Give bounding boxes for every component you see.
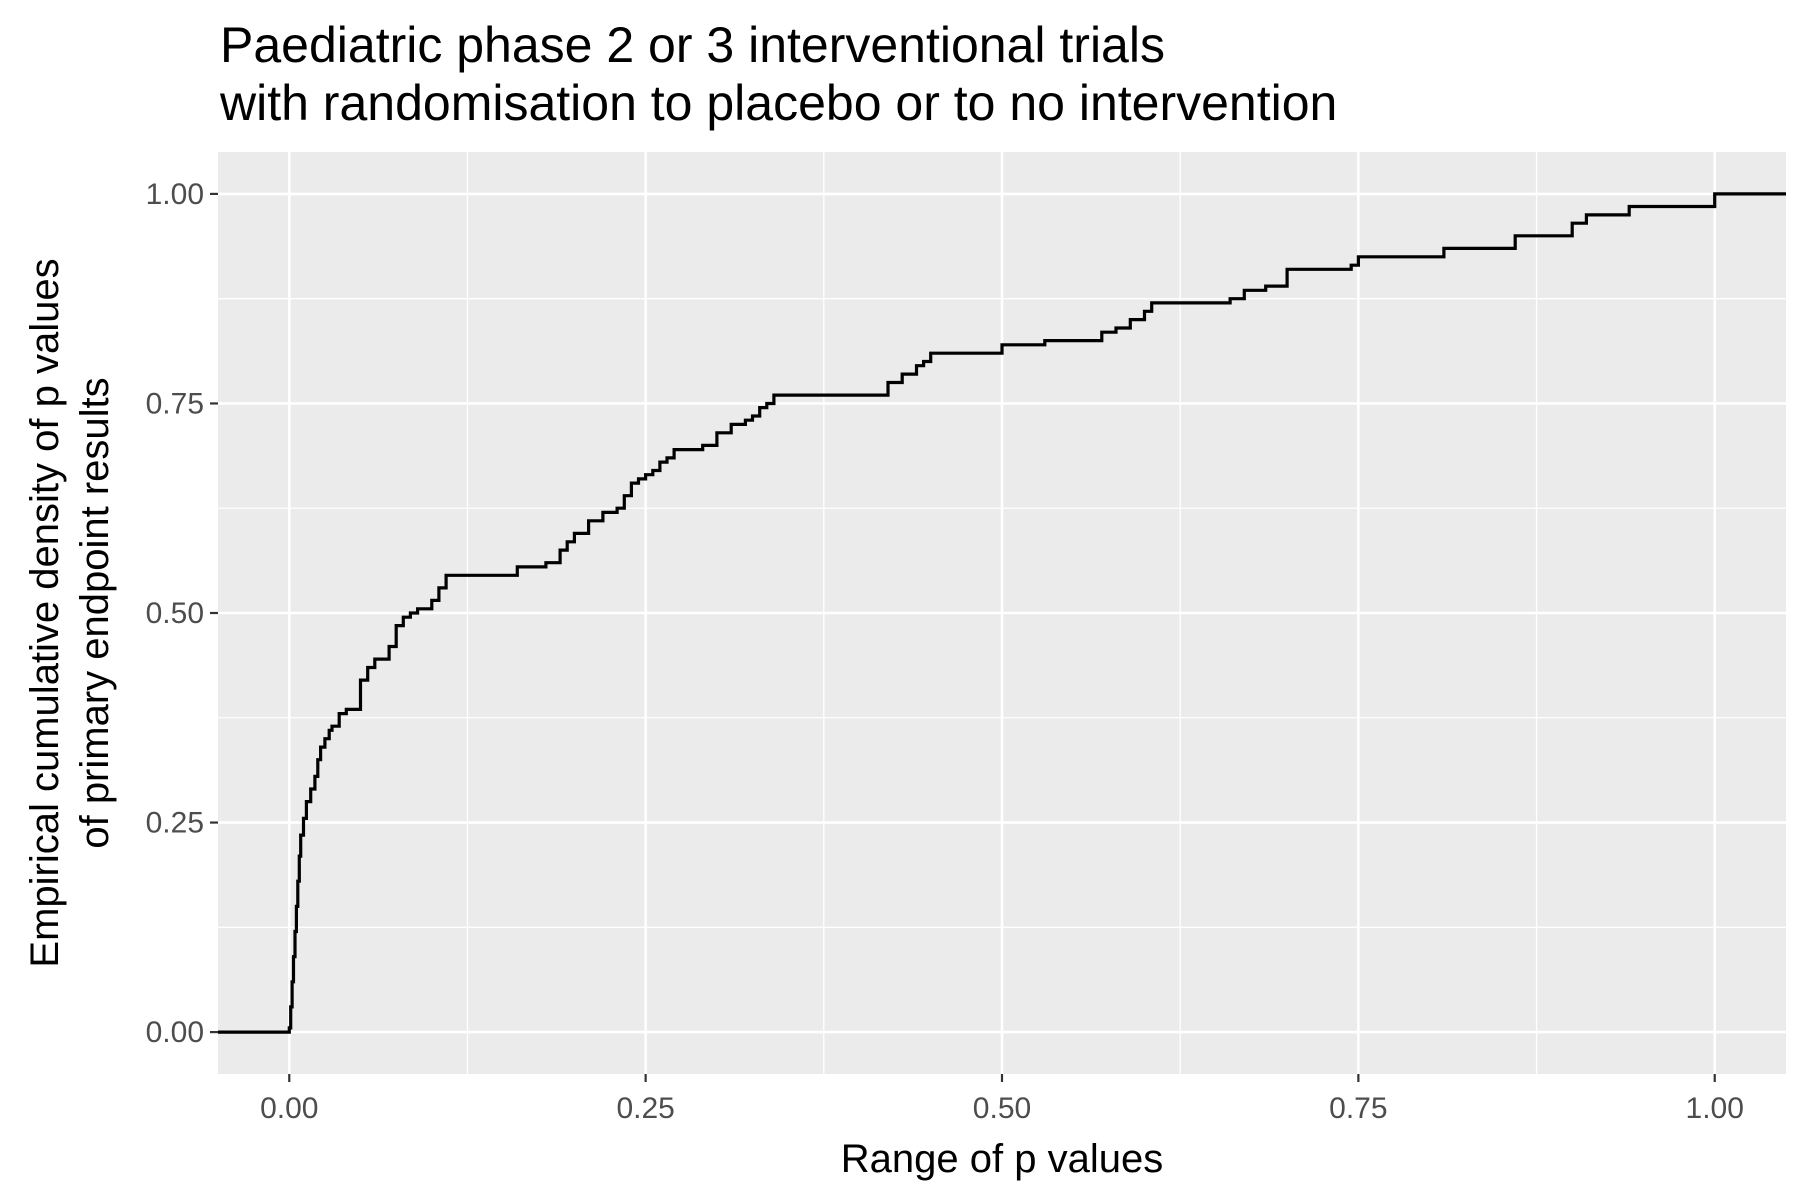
y-tick-label: 0.50: [146, 597, 204, 630]
chart-title-line-2: with randomisation to placebo or to no i…: [219, 75, 1337, 131]
x-axis-title: Range of p values: [841, 1137, 1163, 1181]
x-tick-label: 0.75: [1329, 1092, 1387, 1125]
y-tick-label: 0.75: [146, 387, 204, 420]
y-axis-title-line-2: of primary endpoint results: [73, 377, 117, 848]
x-tick-label: 0.25: [616, 1092, 674, 1125]
chart-title-line-1: Paediatric phase 2 or 3 interventional t…: [220, 17, 1165, 73]
y-tick-label: 1.00: [146, 178, 204, 211]
x-tick-label: 0.50: [973, 1092, 1031, 1125]
ecdf-series-line: [218, 192, 1786, 1034]
y-axis-title-line-1: Empirical cumulative density of p values: [23, 258, 67, 967]
major-gridlines: [218, 152, 1786, 1074]
x-tick-label: 1.00: [1686, 1092, 1744, 1125]
x-tick-label: 0.00: [260, 1092, 318, 1125]
y-axis-title: Empirical cumulative density of p values…: [23, 258, 117, 967]
y-tick-label: 0.00: [146, 1016, 204, 1049]
x-axis: 0.00 0.25 0.50 0.75 1.00: [260, 1074, 1744, 1125]
y-axis: 0.00 0.25 0.50 0.75 1.00: [146, 178, 218, 1049]
y-tick-label: 0.25: [146, 807, 204, 840]
